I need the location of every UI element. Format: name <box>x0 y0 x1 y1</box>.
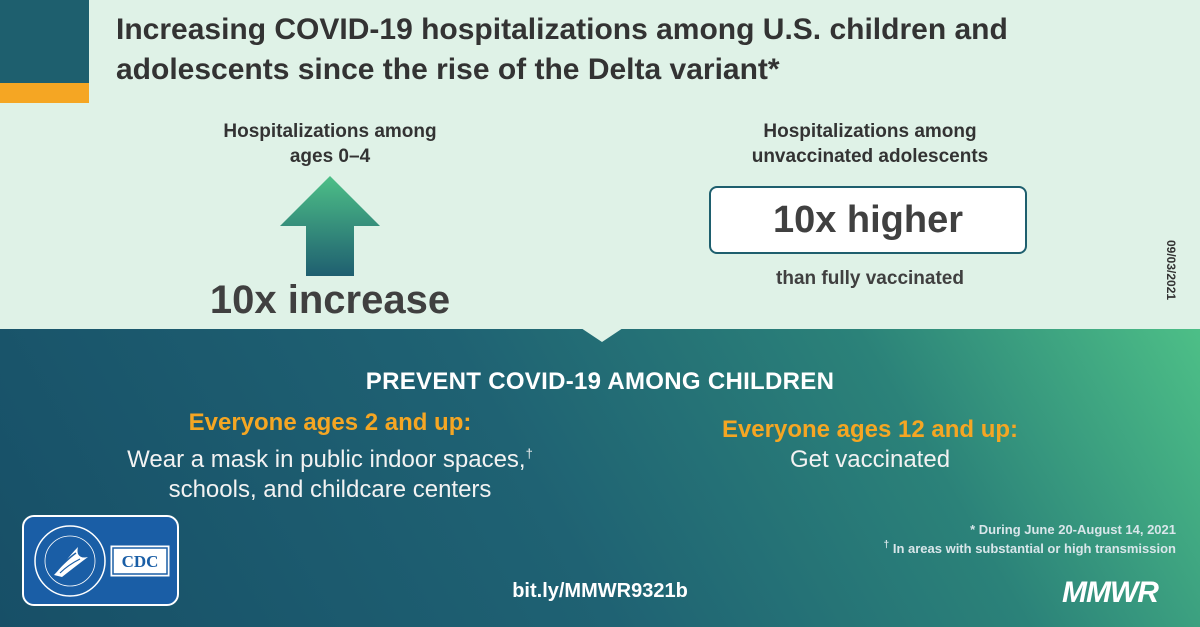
left-group-heading: Everyone ages 2 and up: <box>188 409 472 436</box>
mmwr-link[interactable]: bit.ly/MMWR9321b <box>512 580 688 602</box>
right-stat-subtext: than fully vaccinated <box>776 268 964 289</box>
left-stat-value: 10x increase <box>209 278 451 322</box>
right-group-text: Get vaccinated <box>789 446 951 473</box>
headline: Increasing COVID-19 hospitalizations amo… <box>116 10 1116 90</box>
footnotes: * During June 20-August 14, 2021 † In ar… <box>770 520 1176 558</box>
left-stat-label: Hospitalizations among ages 0–4 <box>170 119 490 169</box>
top-panel <box>0 0 1200 330</box>
hhs-seal-logo <box>34 525 106 597</box>
right-group-heading: Everyone ages 12 and up: <box>721 416 1019 443</box>
date-stamp: 09/03/2021 <box>1164 240 1178 301</box>
dagger-mark: † <box>525 446 533 461</box>
right-stat-label-line-2: unvaccinated adolescents <box>751 146 989 167</box>
left-group-line-1-text: Wear a mask in public indoor spaces, <box>127 446 526 473</box>
left-stat-label-line-1: Hospitalizations among <box>223 121 437 142</box>
agency-logos: CDC <box>22 515 179 606</box>
right-stat-label: Hospitalizations among unvaccinated adol… <box>700 119 1040 169</box>
headline-line-2: adolescents since the rise of the Delta … <box>116 53 780 86</box>
headline-line-1: Increasing COVID-19 hospitalizations amo… <box>116 13 1008 46</box>
up-arrow-icon <box>280 176 380 276</box>
footnote-1: * During June 20-August 14, 2021 <box>970 522 1176 537</box>
prevent-title: PREVENT COVID-19 AMONG CHILDREN <box>365 368 835 395</box>
cdc-logo: CDC <box>110 545 170 577</box>
corner-teal-block <box>0 0 89 83</box>
footnote-2-mark: † <box>883 539 890 551</box>
left-group-text: Wear a mask in public indoor spaces,† sc… <box>80 445 580 505</box>
right-stat-value: 10x higher <box>772 198 964 241</box>
mmwr-brand-logo: MMWR <box>1062 576 1159 609</box>
left-group-line-1: Wear a mask in public indoor spaces,† <box>80 445 580 475</box>
corner-orange-stripe <box>0 83 89 103</box>
left-group-line-2: schools, and childcare centers <box>168 476 492 503</box>
footnote-2: † In areas with substantial or high tran… <box>770 539 1176 558</box>
left-stat-label-line-2: ages 0–4 <box>289 146 371 167</box>
cdc-logo-text: CDC <box>122 552 159 571</box>
right-stat-label-line-1: Hospitalizations among <box>763 121 977 142</box>
bottom-panel <box>0 329 1200 627</box>
panel-notch <box>578 326 626 342</box>
footnote-2-text: In areas with substantial or high transm… <box>889 541 1176 556</box>
right-stat-value-box: 10x higher <box>709 186 1027 254</box>
